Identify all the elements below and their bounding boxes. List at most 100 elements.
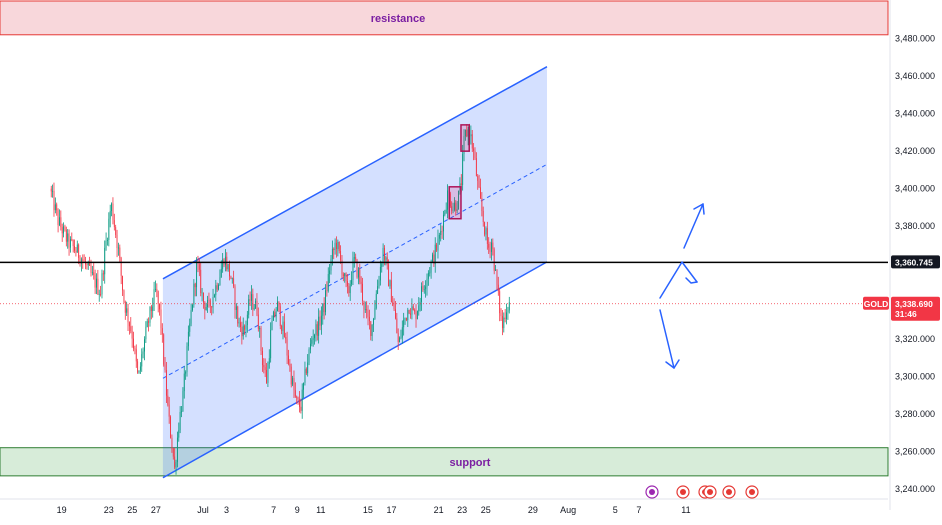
retest-arrow-head[interactable] [685, 277, 698, 284]
candle-body [374, 308, 376, 319]
candle-body [329, 270, 331, 275]
candle-body [187, 331, 189, 347]
candle-body [139, 366, 141, 371]
candle-body [67, 233, 69, 242]
candle-body [434, 244, 436, 265]
candle-body [69, 239, 71, 248]
highlight-box-2[interactable] [460, 124, 470, 152]
candle-body [119, 247, 121, 259]
time-axis[interactable]: 19 23 25 27 Jul 3 7 9 11 15 17 21 23 25 29 Aug 5 7 11 [0, 485, 888, 515]
bearish-arrow-head[interactable] [665, 359, 680, 369]
zones-layer: resistance support [0, 0, 889, 477]
candle-body [290, 366, 292, 385]
candle-body [367, 310, 369, 317]
candle-body [270, 329, 272, 359]
candle-body [281, 325, 283, 332]
candle-body [481, 198, 483, 211]
candle-body [506, 312, 507, 320]
candle-body [108, 218, 110, 241]
candle-body [53, 190, 55, 211]
candle-body [395, 309, 396, 319]
candle-body [234, 286, 236, 310]
candle-body [412, 306, 414, 310]
candle-body [348, 286, 350, 294]
candle-body [352, 258, 354, 280]
candle-body [305, 368, 307, 374]
candle-body [190, 310, 192, 324]
candle-body [379, 267, 381, 281]
bearish-arrow[interactable] [659, 309, 675, 369]
candle-body [50, 188, 52, 192]
candle-body [200, 269, 202, 293]
candle-body [268, 358, 270, 364]
current-price-text: 3,338.690 [895, 299, 933, 309]
candle-body [227, 264, 229, 270]
candle-body [134, 348, 136, 350]
candle-body [267, 363, 269, 383]
highlight-box-1[interactable] [448, 186, 462, 220]
candle-body [131, 331, 133, 339]
candle-body [192, 304, 193, 311]
price-channel[interactable] [162, 66, 548, 479]
candle-body [64, 226, 66, 231]
candle-body [89, 262, 91, 266]
candle-body [377, 286, 379, 294]
candle-body [165, 370, 167, 396]
candle-body [414, 309, 416, 312]
candle-body [230, 276, 232, 279]
candle-body [393, 305, 395, 310]
candle-body [489, 247, 491, 252]
bullish-arrow[interactable] [683, 203, 704, 249]
candle-body [492, 242, 494, 250]
candle-body [299, 399, 300, 407]
candle-body [303, 382, 305, 390]
channel-mid-line[interactable] [162, 163, 548, 379]
symbol-tag [863, 296, 889, 310]
candle-body [392, 302, 394, 306]
candle-body [93, 272, 95, 275]
resistance-zone[interactable] [0, 0, 889, 36]
candle-body [294, 390, 296, 397]
candle-body [264, 367, 266, 370]
candle-body [463, 136, 465, 154]
candle-body [484, 221, 486, 235]
time-tick-label: 17 [386, 505, 396, 515]
price-axis[interactable]: 3,480.000 3,460.000 3,440.000 3,420.000 3,40… [863, 0, 940, 510]
time-tick-label: 11 [681, 505, 690, 515]
candle-body [470, 134, 472, 137]
candle-body [279, 306, 281, 326]
channel-upper-line[interactable] [162, 66, 548, 280]
candle-body [464, 129, 466, 137]
candle-body [418, 305, 420, 312]
support-zone[interactable] [0, 447, 889, 477]
candle-body [87, 262, 89, 266]
candle-body [415, 311, 417, 320]
candle-body [133, 338, 134, 349]
candle-body [203, 292, 204, 303]
candle-body [235, 306, 237, 310]
candle-body [400, 337, 402, 339]
key-level-tag [891, 255, 940, 269]
candle-body [382, 247, 384, 264]
candle-body [212, 296, 214, 308]
candle-body [425, 286, 427, 290]
candle-body [193, 283, 195, 305]
candle-body [375, 293, 377, 309]
candle-body [111, 203, 113, 211]
candle-body [271, 320, 273, 330]
bullish-arrow-head[interactable] [693, 203, 705, 215]
candle-body [208, 299, 210, 301]
channel-lower-line[interactable] [162, 261, 548, 479]
candle-body [96, 278, 97, 288]
candle-body [307, 362, 309, 374]
time-tick-label: 3 [224, 505, 229, 515]
candle-body [135, 349, 137, 362]
candle-body [455, 202, 457, 211]
candle-body [405, 317, 407, 321]
candle-body [426, 278, 428, 287]
price-tick-label: 3,420.000 [895, 146, 935, 156]
time-tick-label: 7 [271, 505, 276, 515]
candle-body [82, 259, 84, 261]
retest-arrow[interactable] [659, 261, 698, 299]
